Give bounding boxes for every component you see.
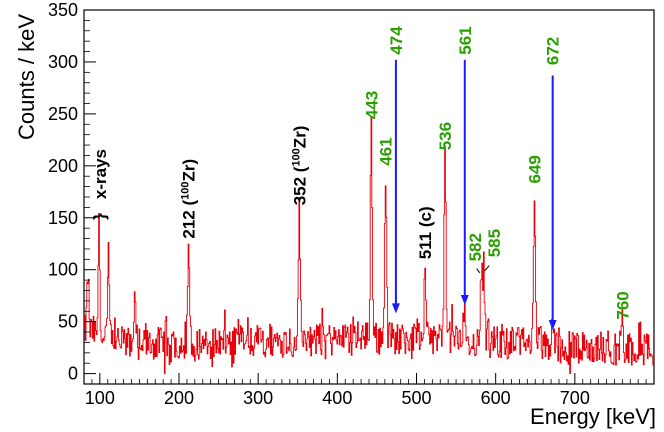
peak-labels: x-rays} 212 (100Zr) 352 (100Zr) 443 461 474 51… [90,26,632,320]
x-tick-label: 300 [243,388,273,408]
y-tick-label: 200 [48,156,78,176]
arrow-672 [548,75,557,330]
label-760: 760 [613,291,632,319]
label-212: 212 (100Zr) [180,159,199,239]
spectrum-series [83,116,655,375]
y-axis-title: Counts / keV [14,14,39,140]
y-tick-label: 350 [48,0,78,20]
y-tick-label: 300 [48,52,78,72]
label-x-rays-brace: } [90,213,109,220]
label-461: 461 [377,137,396,165]
axes: 100 200 300 400 500 600 700 0 50 100 150 200 250 300 3… [48,0,647,408]
connector-585 [484,265,490,272]
arrow-markers [391,59,557,330]
y-tick-label: 250 [48,104,78,124]
label-511: 511 (c) [416,206,435,259]
label-443: 443 [362,91,381,119]
y-tick-label: 50 [58,312,78,332]
x-tick-label: 600 [481,388,511,408]
y-tick-label: 150 [48,208,78,228]
label-474: 474 [387,26,406,55]
label-585: 585 [485,229,504,257]
arrow-head [460,295,469,306]
label-582: 582 [466,233,485,261]
arrow-561 [460,59,469,306]
label-672: 672 [544,37,563,65]
arrow-head [548,319,557,330]
x-axis-title: Energy [keV] [530,404,656,429]
label-536: 536 [436,122,455,150]
label-x-rays: x-rays [91,149,110,199]
label-649: 649 [526,155,545,183]
x-tick-label: 200 [164,388,194,408]
spectrum-line [83,116,655,375]
y-tick-label: 100 [48,260,78,280]
connector-582 [476,268,481,274]
x-tick-label: 100 [85,388,115,408]
x-tick-label: 500 [401,388,431,408]
arrow-head [391,303,400,314]
arrow-474 [391,59,400,314]
label-352: 352 (100Zr) [290,126,309,206]
x-tick-label: 700 [560,388,590,408]
x-tick-label: 400 [322,388,352,408]
label-561: 561 [456,26,475,54]
y-tick-label: 0 [68,364,78,384]
